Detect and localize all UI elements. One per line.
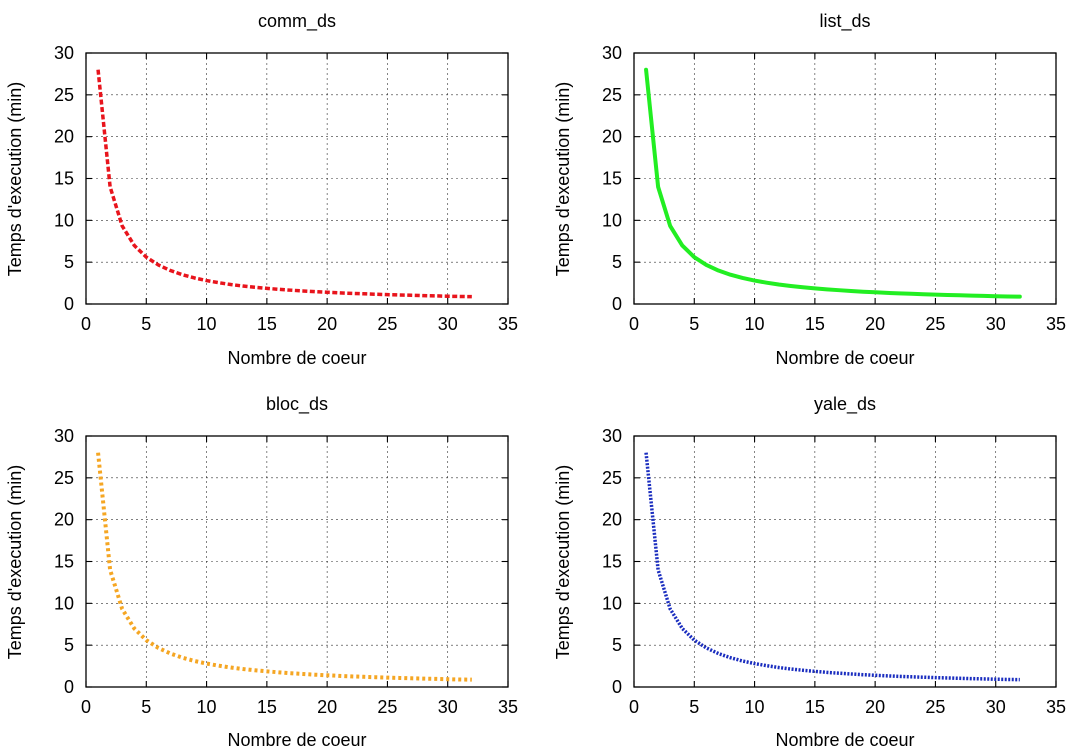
- y-tick-label: 30: [602, 426, 622, 446]
- chart-title: yale_ds: [814, 394, 876, 415]
- y-tick-label: 10: [602, 210, 622, 230]
- x-tick-label: 35: [1046, 697, 1066, 717]
- y-tick-label: 5: [612, 252, 622, 272]
- x-tick-label: 30: [986, 314, 1006, 334]
- y-axis-label: Temps d'execution (min): [5, 82, 25, 277]
- y-tick-label: 20: [54, 127, 74, 147]
- x-tick-label: 5: [689, 314, 699, 334]
- x-tick-label: 20: [865, 697, 885, 717]
- x-axis-label: Nombre de coeur: [775, 348, 914, 368]
- x-tick-label: 25: [925, 314, 945, 334]
- y-axis-label: Temps d'execution (min): [553, 82, 573, 277]
- x-tick-label: 30: [438, 314, 458, 334]
- y-tick-label: 25: [54, 85, 74, 105]
- y-axis-label: Temps d'execution (min): [553, 465, 573, 660]
- chart-title: comm_ds: [258, 11, 336, 32]
- chart-panel-comm-ds: comm_ds Nombre de coeur Temps d'executio…: [5, 11, 518, 368]
- x-tick-label: 35: [1046, 314, 1066, 334]
- y-tick-label: 30: [54, 426, 74, 446]
- x-axis-label: Nombre de coeur: [227, 348, 366, 368]
- x-tick-label: 15: [257, 314, 277, 334]
- x-tick-label: 0: [629, 697, 639, 717]
- y-tick-label: 0: [612, 677, 622, 697]
- y-tick-label: 15: [602, 169, 622, 189]
- x-tick-label: 25: [377, 697, 397, 717]
- y-tick-label: 5: [612, 635, 622, 655]
- x-tick-label: 5: [141, 314, 151, 334]
- x-tick-label: 20: [865, 314, 885, 334]
- x-tick-label: 35: [498, 697, 518, 717]
- chart-panel-bloc-ds: bloc_ds Nombre de coeur Temps d'executio…: [5, 394, 518, 750]
- x-axis-label: Nombre de coeur: [227, 730, 366, 750]
- x-tick-label: 25: [377, 314, 397, 334]
- chart-panel-list-ds: list_ds Nombre de coeur Temps d'executio…: [553, 11, 1066, 368]
- x-tick-label: 0: [81, 314, 91, 334]
- y-tick-label: 10: [54, 593, 74, 613]
- chart-title: list_ds: [819, 11, 870, 32]
- x-tick-label: 10: [197, 314, 217, 334]
- y-axis-label: Temps d'execution (min): [5, 465, 25, 660]
- chart-title: bloc_ds: [266, 394, 328, 415]
- x-tick-label: 20: [317, 697, 337, 717]
- x-tick-label: 5: [141, 697, 151, 717]
- y-tick-label: 10: [602, 593, 622, 613]
- x-tick-label: 25: [925, 697, 945, 717]
- y-tick-label: 20: [54, 510, 74, 530]
- y-tick-label: 30: [54, 43, 74, 63]
- x-tick-label: 15: [805, 697, 825, 717]
- series-line: [644, 67, 1022, 299]
- x-tick-label: 0: [81, 697, 91, 717]
- y-tick-label: 20: [602, 127, 622, 147]
- y-tick-label: 0: [64, 677, 74, 697]
- x-axis-label: Nombre de coeur: [775, 730, 914, 750]
- y-tick-label: 25: [602, 85, 622, 105]
- x-tick-label: 20: [317, 314, 337, 334]
- y-tick-label: 25: [54, 468, 74, 488]
- x-tick-label: 30: [986, 697, 1006, 717]
- y-tick-label: 5: [64, 635, 74, 655]
- x-tick-label: 10: [745, 697, 765, 717]
- x-tick-label: 10: [745, 314, 765, 334]
- x-tick-label: 30: [438, 697, 458, 717]
- y-tick-label: 15: [54, 552, 74, 572]
- x-tick-label: 5: [689, 697, 699, 717]
- y-tick-label: 0: [612, 294, 622, 314]
- x-tick-label: 15: [257, 697, 277, 717]
- series-line: [644, 452, 1020, 682]
- y-tick-label: 10: [54, 210, 74, 230]
- x-tick-label: 35: [498, 314, 518, 334]
- x-tick-label: 15: [805, 314, 825, 334]
- chart-panel-yale-ds: yale_ds Nombre de coeur Temps d'executio…: [553, 394, 1066, 750]
- x-tick-label: 10: [197, 697, 217, 717]
- x-tick-label: 0: [629, 314, 639, 334]
- y-tick-label: 15: [54, 169, 74, 189]
- y-tick-label: 25: [602, 468, 622, 488]
- series-line: [96, 69, 472, 299]
- y-tick-label: 30: [602, 43, 622, 63]
- series-line: [96, 452, 472, 682]
- y-tick-label: 0: [64, 294, 74, 314]
- y-tick-label: 20: [602, 510, 622, 530]
- y-tick-label: 15: [602, 552, 622, 572]
- y-tick-label: 5: [64, 252, 74, 272]
